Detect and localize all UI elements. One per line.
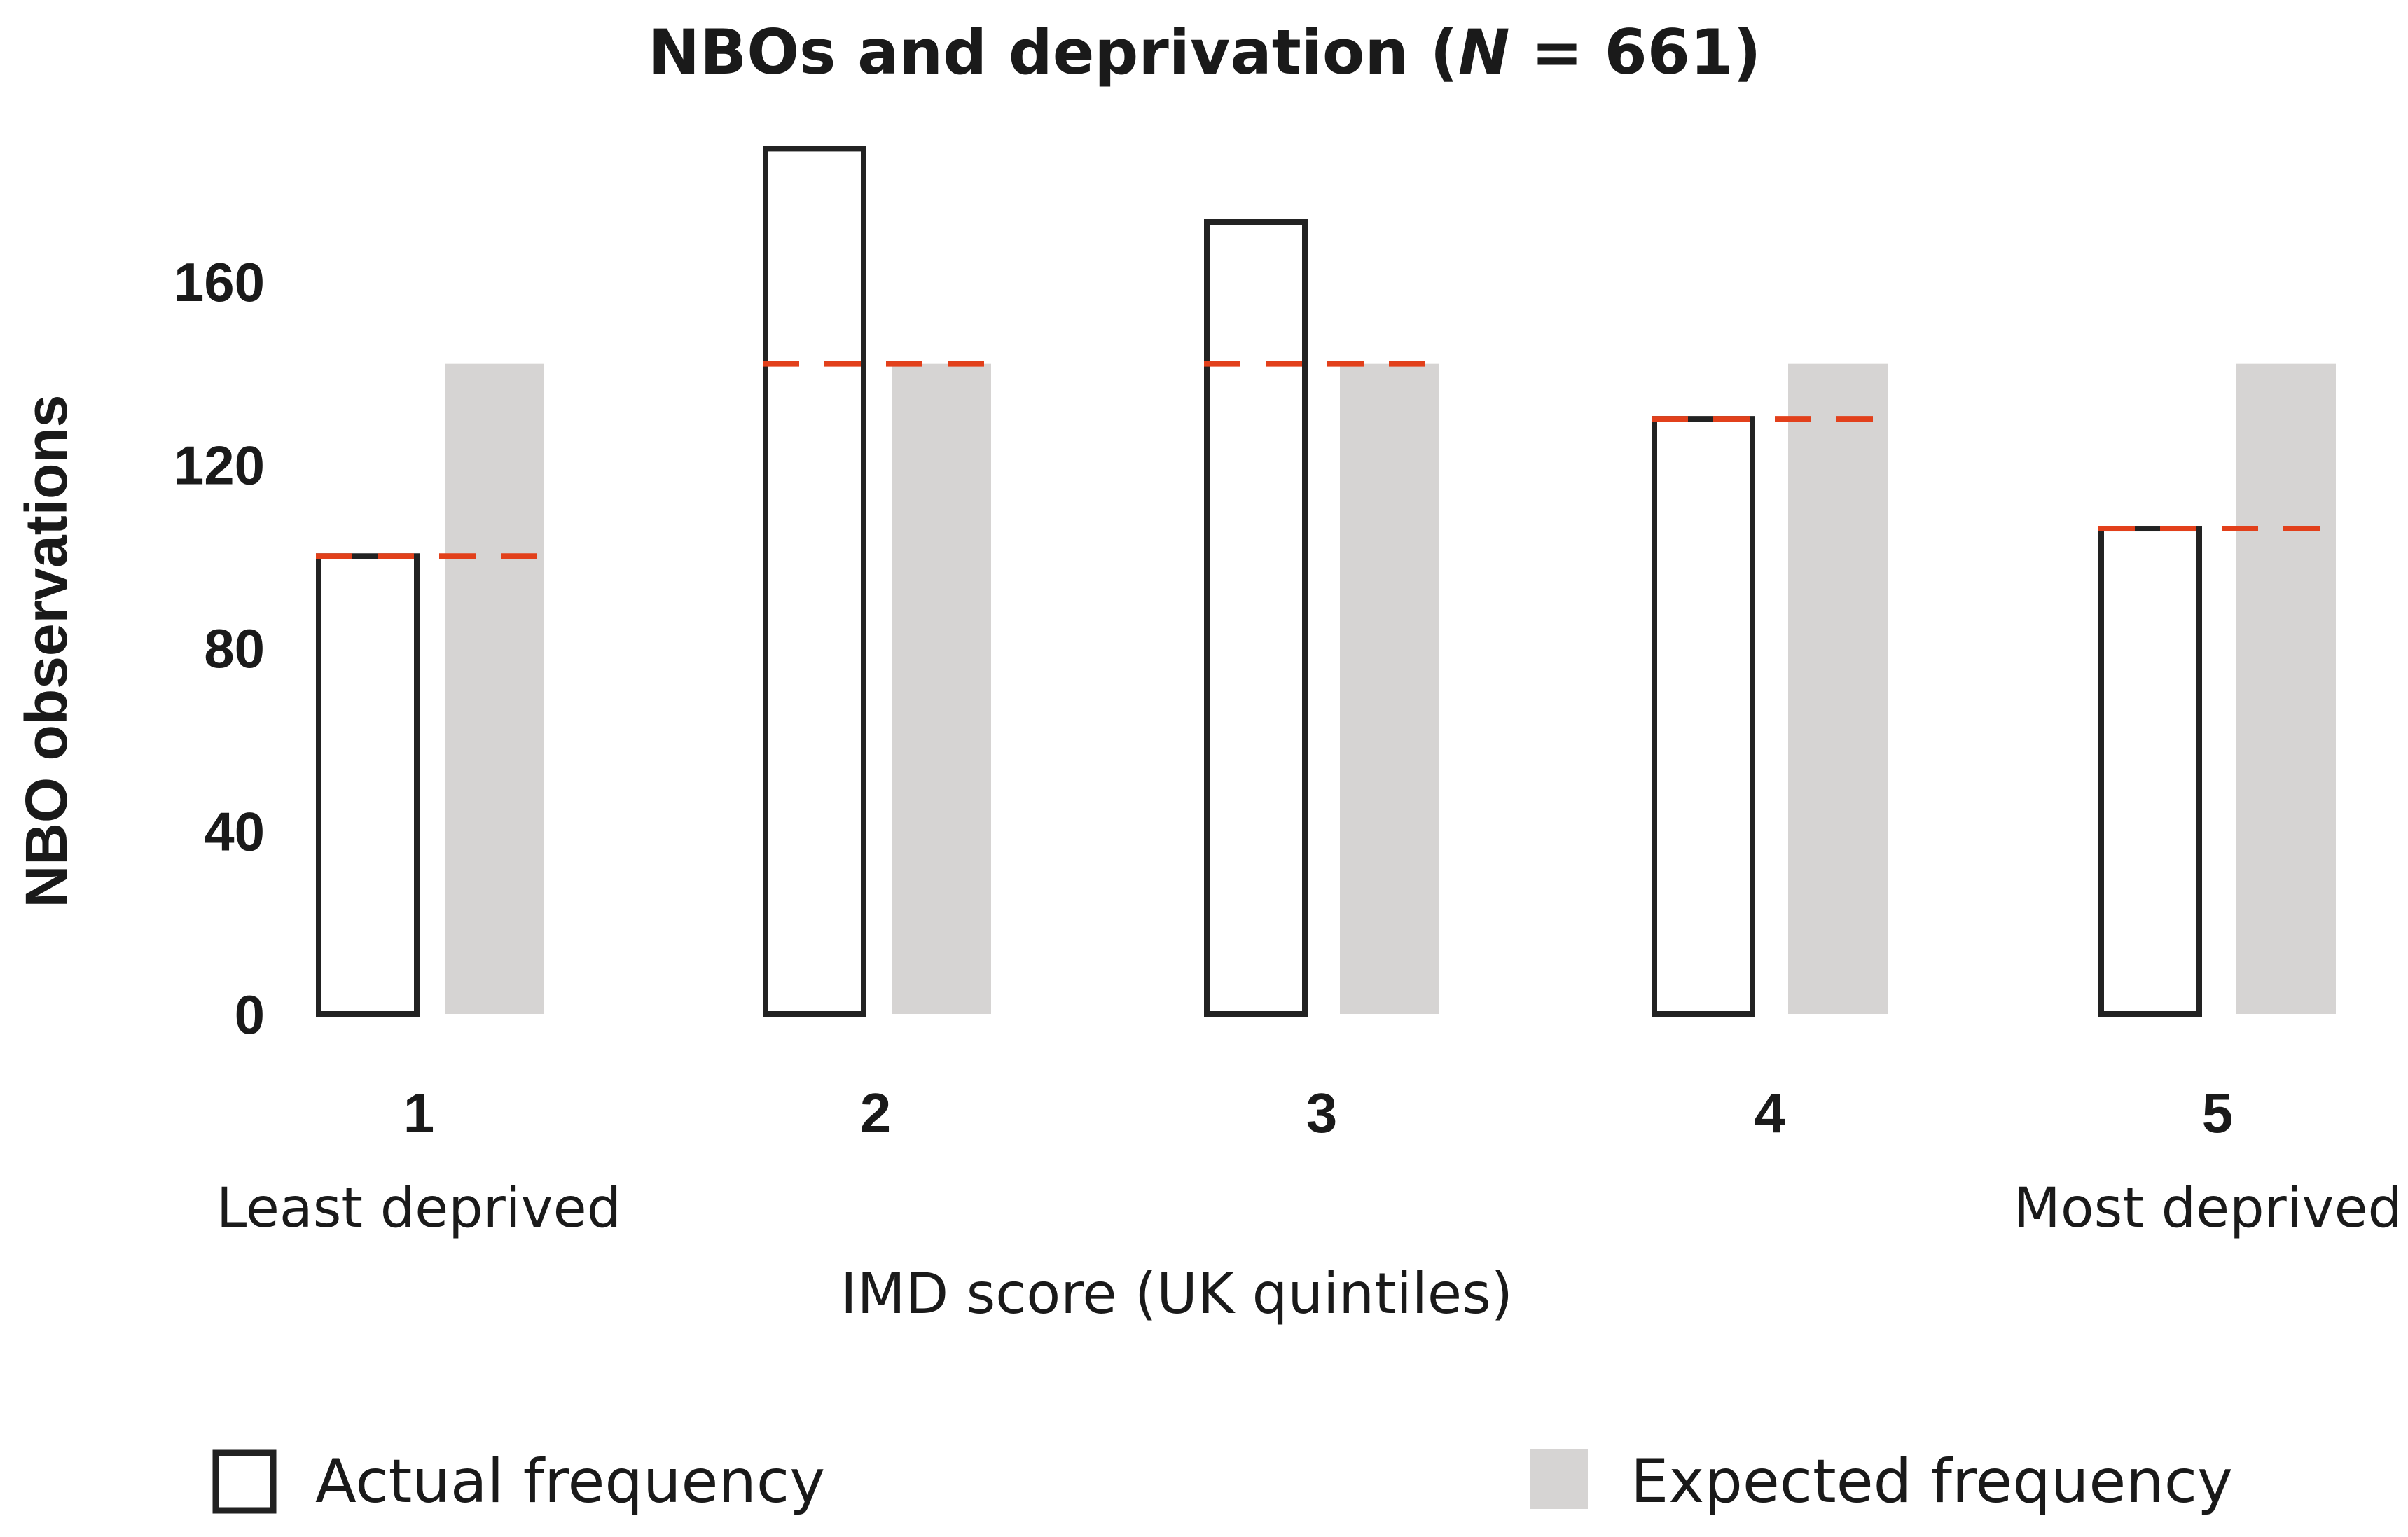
chart-title: NBOs and deprivation (N = 661) xyxy=(649,16,1762,88)
y-tick-label: 120 xyxy=(174,435,265,496)
y-axis-label: NBO observations xyxy=(13,395,79,908)
chart-title-rest: = 661) xyxy=(1510,16,1762,88)
y-axis-ticks: 0 40 80 120 160 xyxy=(174,251,265,1045)
category-label-1: 1 xyxy=(403,1082,435,1144)
plot-area xyxy=(316,146,2336,1017)
actual-bar-3 xyxy=(1204,219,1308,1017)
most-deprived-label: Most deprived xyxy=(2014,1177,2402,1240)
legend-expected-label: Expected frequency xyxy=(1631,1447,2233,1517)
legend-actual-swatch xyxy=(212,1449,277,1514)
legend: Actual frequency Expected frequency xyxy=(212,1447,2233,1517)
least-deprived-label: Least deprived xyxy=(216,1177,621,1240)
category-label-5: 5 xyxy=(2202,1082,2234,1144)
y-tick-label: 40 xyxy=(204,801,265,863)
x-axis-ticks: 1 2 3 4 5 xyxy=(403,1082,2234,1144)
y-tick-label: 80 xyxy=(204,618,265,679)
actual-bar-2 xyxy=(763,146,866,1017)
actual-bar-1 xyxy=(316,553,420,1017)
legend-actual-label: Actual frequency xyxy=(315,1447,825,1517)
chart-title-main: NBOs and deprivation ( xyxy=(649,16,1458,88)
expected-bar-5 xyxy=(2236,363,2336,1014)
expected-bar-4 xyxy=(1788,363,1888,1014)
expected-bar-2 xyxy=(892,363,991,1014)
expected-bar-1 xyxy=(445,363,544,1014)
category-label-4: 4 xyxy=(1755,1082,1786,1144)
actual-bar-5 xyxy=(2098,526,2202,1017)
x-axis-label: IMD score (UK quintiles) xyxy=(840,1261,1513,1326)
expected-bar-3 xyxy=(1340,363,1439,1014)
actual-bar-4 xyxy=(1652,416,1755,1017)
chart-title-n: N xyxy=(1458,16,1510,88)
category-label-3: 3 xyxy=(1306,1082,1338,1144)
category-label-2: 2 xyxy=(860,1082,892,1144)
legend-expected-swatch xyxy=(1530,1449,1588,1509)
y-tick-label: 0 xyxy=(235,984,265,1045)
y-tick-label: 160 xyxy=(174,251,265,313)
